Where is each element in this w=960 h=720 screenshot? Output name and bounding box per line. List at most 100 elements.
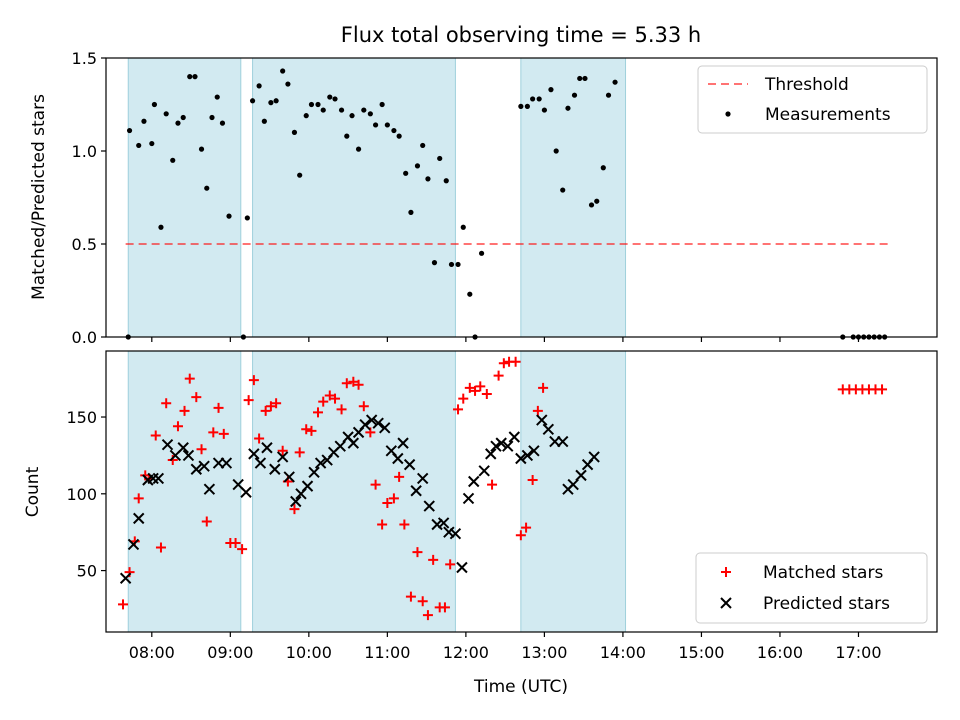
measurement-point (437, 155, 443, 162)
predicted-star-marker (542, 423, 555, 436)
matched-star-marker (445, 559, 456, 570)
measurement-point (403, 170, 409, 176)
matched-stars-series (118, 356, 888, 621)
predicted-star-marker (334, 440, 346, 452)
predicted-star-marker (403, 458, 416, 471)
measurement-point (361, 107, 367, 113)
x-tick-label: 08:00 (129, 643, 175, 662)
measurement-point (151, 101, 158, 108)
matched-star-marker (428, 554, 439, 565)
predicted-star-marker (359, 418, 371, 431)
measurement-point (214, 94, 220, 100)
matched-star-marker (301, 424, 312, 435)
measurement-point (467, 291, 473, 297)
measurement-point (577, 75, 583, 82)
predicted-star-marker (372, 417, 384, 429)
predicted-star-marker (161, 438, 174, 451)
measurement-point (149, 140, 155, 147)
matched-star-marker (133, 493, 144, 504)
measurement-point (571, 92, 578, 98)
measurement-point (141, 118, 147, 124)
measurement-point (244, 215, 250, 221)
matched-star-marker (412, 547, 423, 558)
matched-star-marker (532, 405, 543, 416)
legend-predicted-swatch (720, 597, 732, 609)
measurement-point (332, 96, 338, 102)
matched-star-marker (155, 542, 166, 553)
measurement-point (367, 111, 373, 117)
measurement-point (536, 96, 542, 102)
measurement-point (530, 96, 536, 102)
predicted-star-marker (437, 517, 450, 529)
measurement-point (170, 157, 176, 163)
measurement-point (315, 101, 321, 108)
x-tick-label: 17:00 (835, 643, 881, 662)
predicted-star-marker (269, 463, 281, 475)
matched-star-marker (388, 493, 399, 504)
matched-star-marker (464, 382, 475, 393)
matched-star-marker (150, 430, 161, 441)
legend-threshold-label: Threshold (764, 75, 849, 95)
predicted-star-marker (508, 431, 521, 443)
measurement-point (553, 148, 559, 154)
measurement-point (379, 101, 385, 108)
predicted-star-marker (347, 437, 360, 449)
measurement-point (280, 68, 286, 74)
matched-star-marker (196, 444, 207, 455)
matched-star-marker (248, 375, 259, 386)
time-x-axis-label: Time (UTC) (473, 677, 568, 697)
predicted-star-marker (283, 471, 295, 483)
measurement-point (204, 185, 210, 191)
predicted-star-marker (248, 448, 260, 460)
y-tick-label: 150 (66, 408, 97, 427)
measurement-point (605, 92, 612, 98)
predicted-star-marker (485, 448, 497, 460)
matched-star-marker (493, 370, 504, 381)
ratio-y-axis: 0.0 0.5 1.0 1.5 (72, 49, 106, 347)
x-tick-label: 12:00 (443, 643, 489, 662)
measurement-point (396, 133, 402, 139)
measurement-point (303, 113, 309, 119)
matched-star-marker (353, 379, 364, 390)
x-tick-label: 10:00 (286, 643, 332, 662)
predicted-star-marker (456, 561, 468, 574)
matched-star-marker (336, 404, 347, 415)
legend-measurement-label: Measurements (765, 105, 891, 125)
measurement-point (524, 103, 530, 109)
predicted-star-marker (147, 472, 159, 485)
matched-star-marker (475, 381, 486, 392)
predicted-star-marker (588, 451, 600, 463)
y-tick-label: 0.0 (72, 328, 97, 347)
predicted-star-marker (290, 495, 302, 508)
predicted-star-marker (308, 466, 320, 479)
measurement-point (588, 202, 595, 208)
observing-window (252, 350, 456, 633)
observing-window (520, 350, 627, 633)
matched-star-marker (341, 378, 352, 389)
predicted-star-marker (133, 512, 145, 525)
predicted-star-marker (119, 572, 132, 584)
measurement-point (560, 187, 566, 193)
measurement-point (308, 101, 315, 108)
matched-star-marker (306, 425, 317, 436)
measurement-point (448, 261, 455, 268)
predicted-star-marker (521, 449, 534, 462)
matched-star-marker (294, 447, 305, 458)
predicted-star-marker (410, 485, 422, 497)
predicted-star-marker (203, 483, 216, 495)
legend-box (695, 552, 928, 624)
matched-star-marker (324, 390, 335, 401)
legend-measurement-swatch (725, 111, 731, 117)
x-tick-label: 11:00 (364, 643, 410, 662)
predicted-star-marker (190, 463, 203, 475)
predicted-star-marker (182, 449, 195, 462)
matched-star-marker (237, 544, 248, 555)
predicted-star-marker (240, 486, 252, 498)
measurement-point (256, 83, 262, 89)
predicted-star-marker (468, 475, 480, 488)
predicted-star-marker (392, 452, 404, 465)
ratio-x-ticks (151, 337, 860, 342)
measurement-point (273, 98, 279, 104)
matched-star-marker (254, 433, 265, 444)
